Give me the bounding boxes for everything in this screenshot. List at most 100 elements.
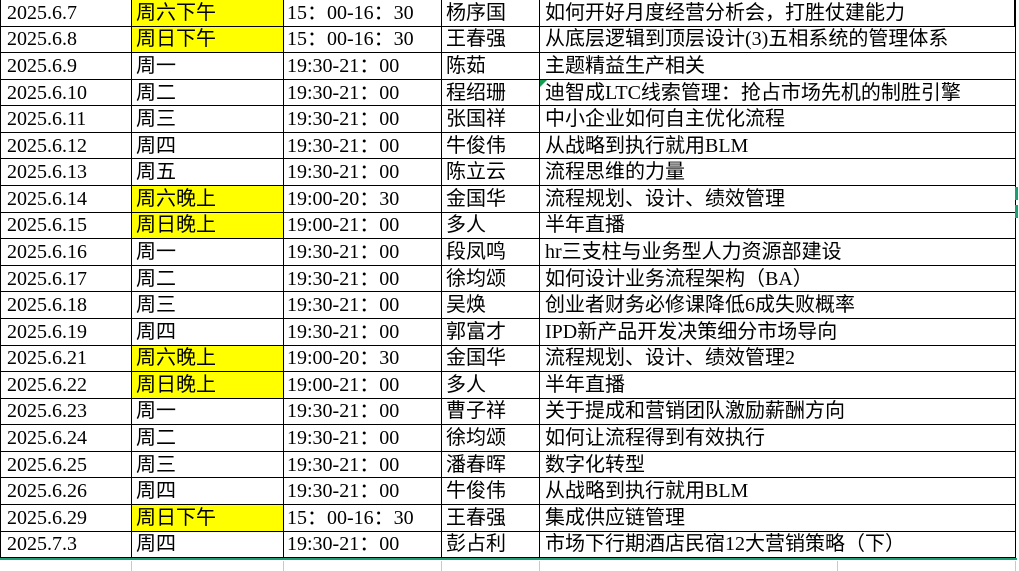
date-cell[interactable]: 2025.6.17 [1, 265, 132, 293]
speaker-cell[interactable]: 彭占利 [442, 531, 540, 559]
date-cell[interactable]: 2025.7.3 [1, 531, 132, 559]
topic-cell[interactable]: 主题精益生产相关 [540, 53, 1016, 80]
time-cell[interactable]: 19:30-21：00 [284, 132, 442, 160]
date-cell[interactable]: 2025.6.21 [1, 345, 132, 373]
weekday-cell[interactable]: 周四 [132, 132, 284, 160]
speaker-cell[interactable]: 徐均颂 [442, 425, 540, 452]
time-cell[interactable]: 19:00-20：30 [284, 186, 442, 213]
topic-cell[interactable]: 迪智成LTC线索管理：抢占市场先机的制胜引擎 [540, 79, 1016, 107]
speaker-cell[interactable]: 潘春晖 [442, 451, 540, 479]
time-cell[interactable]: 19:30-21：00 [284, 53, 442, 80]
date-cell[interactable]: 2025.6.11 [1, 106, 132, 133]
topic-cell[interactable]: 数字化转型 [540, 451, 1016, 479]
time-cell[interactable]: 19:30-21：00 [284, 265, 442, 293]
date-cell[interactable]: 2025.6.19 [1, 318, 132, 346]
date-cell[interactable]: 2025.6.26 [1, 478, 132, 505]
time-cell[interactable]: 15：00-16：30 [284, 26, 442, 54]
weekday-cell[interactable]: 周二 [132, 265, 284, 293]
speaker-cell[interactable]: 程绍珊 [442, 79, 540, 107]
weekday-cell[interactable]: 周一 [132, 239, 284, 266]
date-cell[interactable]: 2025.6.13 [1, 159, 132, 187]
speaker-cell[interactable]: 吴焕 [442, 292, 540, 319]
topic-cell[interactable]: 从战略到执行就用BLM [540, 478, 1016, 505]
topic-cell[interactable]: 流程规划、设计、绩效管理2 [540, 345, 1016, 373]
time-cell[interactable]: 19:30-21：00 [284, 239, 442, 266]
topic-cell[interactable]: 如何开好月度经营分析会，打胜仗建能力 [540, 0, 1016, 27]
time-cell[interactable]: 19:30-21：00 [284, 318, 442, 346]
date-cell[interactable]: 2025.6.15 [1, 212, 132, 240]
date-cell[interactable]: 2025.6.16 [1, 239, 132, 266]
time-cell[interactable]: 15：00-16：30 [284, 0, 442, 27]
speaker-cell[interactable]: 陈茹 [442, 53, 540, 80]
speaker-cell[interactable]: 郭富才 [442, 318, 540, 346]
speaker-cell[interactable]: 牛俊伟 [442, 132, 540, 160]
time-cell[interactable]: 15：00-16：30 [284, 504, 442, 532]
topic-cell[interactable]: 创业者财务必修课降低6成失败概率 [540, 292, 1016, 319]
time-cell[interactable]: 19:30-21：00 [284, 159, 442, 187]
speaker-cell[interactable]: 牛俊伟 [442, 478, 540, 505]
speaker-cell[interactable]: 曹子祥 [442, 398, 540, 426]
date-cell[interactable]: 2025.6.24 [1, 425, 132, 452]
speaker-cell[interactable]: 杨序国 [442, 0, 540, 27]
date-cell[interactable]: 2025.6.23 [1, 398, 132, 426]
speaker-cell[interactable]: 段凤鸣 [442, 239, 540, 266]
topic-cell[interactable]: 从战略到执行就用BLM [540, 132, 1016, 160]
speaker-cell[interactable]: 金国华 [442, 345, 540, 373]
weekday-cell[interactable]: 周三 [132, 451, 284, 479]
time-cell[interactable]: 19:00-20：30 [284, 345, 442, 373]
weekday-cell[interactable]: 周四 [132, 531, 284, 559]
topic-cell[interactable]: 半年直播 [540, 212, 1016, 240]
topic-cell[interactable]: 市场下行期酒店民宿12大营销策略（下） [540, 531, 1016, 559]
date-cell[interactable]: 2025.6.9 [1, 53, 132, 80]
topic-cell[interactable]: hr三支柱与业务型人力资源部建设 [540, 239, 1016, 266]
date-cell[interactable]: 2025.6.29 [1, 504, 132, 532]
topic-cell[interactable]: 中小企业如何自主优化流程 [540, 106, 1016, 133]
date-cell[interactable]: 2025.6.18 [1, 292, 132, 319]
speaker-cell[interactable]: 陈立云 [442, 159, 540, 187]
weekday-cell[interactable]: 周四 [132, 318, 284, 346]
speaker-cell[interactable]: 王春强 [442, 504, 540, 532]
date-cell[interactable]: 2025.6.8 [1, 26, 132, 54]
speaker-cell[interactable]: 徐均颂 [442, 265, 540, 293]
speaker-cell[interactable]: 多人 [442, 212, 540, 240]
time-cell[interactable]: 19:30-21：00 [284, 478, 442, 505]
time-cell[interactable]: 19:30-21：00 [284, 398, 442, 426]
date-cell[interactable]: 2025.6.14 [1, 186, 132, 213]
weekday-cell[interactable]: 周六下午 [132, 0, 284, 27]
weekday-cell[interactable]: 周二 [132, 425, 284, 452]
time-cell[interactable]: 19:30-21：00 [284, 292, 442, 319]
time-cell[interactable]: 19:00-21：00 [284, 212, 442, 240]
topic-cell[interactable]: 半年直播 [540, 372, 1016, 399]
speaker-cell[interactable]: 多人 [442, 372, 540, 399]
weekday-cell[interactable]: 周日下午 [132, 26, 284, 54]
topic-cell[interactable]: 如何设计业务流程架构（BA） [540, 265, 1016, 293]
date-cell[interactable]: 2025.6.25 [1, 451, 132, 479]
time-cell[interactable]: 19:30-21：00 [284, 451, 442, 479]
speaker-cell[interactable]: 张国祥 [442, 106, 540, 133]
weekday-cell[interactable]: 周日晚上 [132, 372, 284, 399]
topic-cell[interactable]: 流程思维的力量 [540, 159, 1016, 187]
weekday-cell[interactable]: 周三 [132, 292, 284, 319]
weekday-cell[interactable]: 周日晚上 [132, 212, 284, 240]
topic-cell[interactable]: 集成供应链管理 [540, 504, 1016, 532]
topic-cell[interactable]: 流程规划、设计、绩效管理 [540, 186, 1016, 213]
speaker-cell[interactable]: 金国华 [442, 186, 540, 213]
weekday-cell[interactable]: 周二 [132, 79, 284, 107]
speaker-cell[interactable]: 王春强 [442, 26, 540, 54]
date-cell[interactable]: 2025.6.10 [1, 79, 132, 107]
date-cell[interactable]: 2025.6.7 [1, 0, 132, 27]
topic-cell[interactable]: 如何让流程得到有效执行 [540, 425, 1016, 452]
topic-cell[interactable]: 关于提成和营销团队激励薪酬方向 [540, 398, 1016, 426]
time-cell[interactable]: 19:30-21：00 [284, 106, 442, 133]
weekday-cell[interactable]: 周三 [132, 106, 284, 133]
topic-cell[interactable]: 从底层逻辑到顶层设计(3)五相系统的管理体系 [540, 26, 1016, 54]
weekday-cell[interactable]: 周六晚上 [132, 186, 284, 213]
time-cell[interactable]: 19:30-21：00 [284, 79, 442, 107]
topic-cell[interactable]: IPD新产品开发决策细分市场导向 [540, 318, 1016, 346]
weekday-cell[interactable]: 周日下午 [132, 504, 284, 532]
date-cell[interactable]: 2025.6.12 [1, 132, 132, 160]
time-cell[interactable]: 19:00-21：00 [284, 372, 442, 399]
time-cell[interactable]: 19:30-21：00 [284, 425, 442, 452]
weekday-cell[interactable]: 周五 [132, 159, 284, 187]
weekday-cell[interactable]: 周四 [132, 478, 284, 505]
